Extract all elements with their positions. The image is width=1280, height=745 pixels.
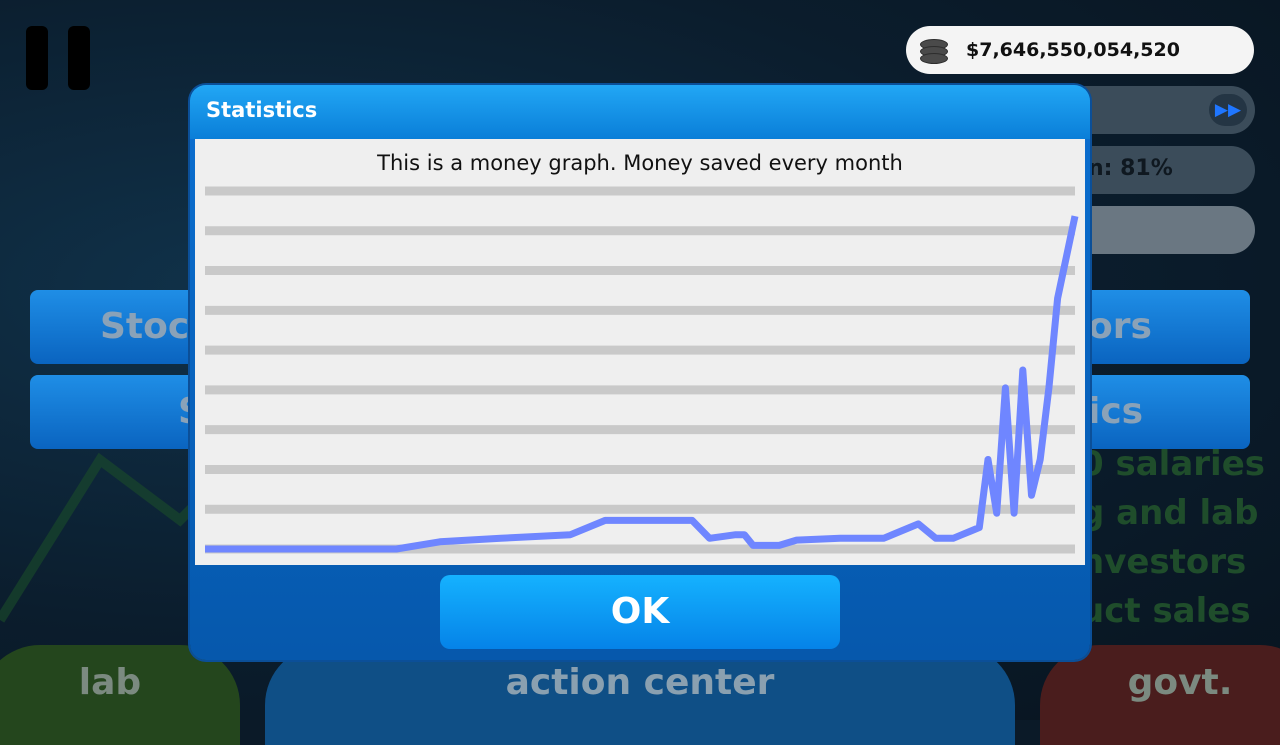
pause-button[interactable] — [26, 26, 90, 90]
statistics-button[interactable]: ics — [1060, 375, 1250, 449]
investors-button[interactable]: ors — [1060, 290, 1250, 364]
statistics-dialog: Statistics This is a money graph. Money … — [190, 85, 1090, 660]
fast-forward-icon[interactable]: ▶▶ — [1209, 94, 1247, 126]
tab-govt[interactable]: govt. — [1040, 645, 1280, 745]
money-graph: This is a money graph. Money saved every… — [195, 139, 1085, 565]
percent-text: n: 81% — [1088, 156, 1173, 181]
money-display: $7,646,550,054,520 — [906, 26, 1254, 74]
tab-lab[interactable]: lab — [0, 645, 240, 745]
list-item: 0 salaries — [1080, 444, 1265, 484]
tab-action-center[interactable]: action center — [265, 645, 1015, 745]
tab-action-center-label: action center — [505, 662, 775, 703]
dialog-title-bar: Statistics — [190, 85, 1090, 139]
investors-button-label: ors — [1088, 306, 1152, 347]
chart-svg — [205, 186, 1079, 554]
statistics-button-label: ics — [1088, 391, 1144, 432]
ok-button[interactable]: OK — [440, 575, 840, 649]
money-amount: $7,646,550,054,520 — [966, 39, 1180, 61]
coin-stack-icon — [918, 35, 950, 65]
list-item: g and lab — [1080, 493, 1259, 533]
list-item: uct sales — [1080, 591, 1251, 631]
list-item: nvestors — [1080, 542, 1247, 582]
stocks-button[interactable]: Stoc — [30, 290, 210, 364]
dialog-title: Statistics — [206, 98, 318, 122]
stocks-button-label: Stoc — [100, 306, 190, 347]
expense-list: 0 salaries g and lab nvestors uct sales — [1080, 440, 1265, 636]
money-series-line — [205, 215, 1079, 553]
tab-govt-label: govt. — [1127, 662, 1233, 703]
pause-icon — [26, 26, 48, 90]
chart-title: This is a money graph. Money saved every… — [377, 151, 903, 175]
tab-lab-label: lab — [78, 662, 142, 703]
left-button-2[interactable]: S — [30, 375, 210, 449]
